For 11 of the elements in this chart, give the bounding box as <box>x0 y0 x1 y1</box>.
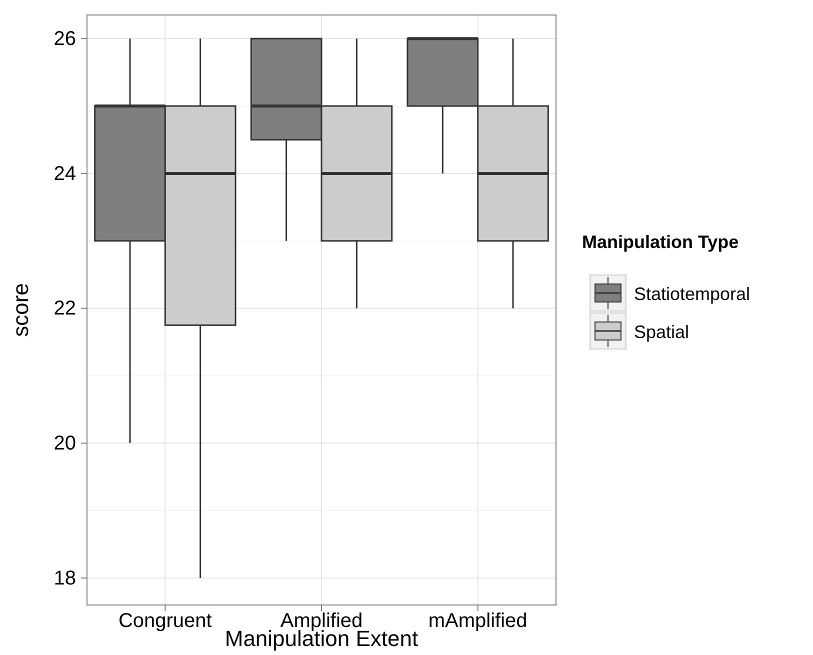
y-axis-title: score <box>8 283 33 337</box>
y-tick-label: 22 <box>54 298 76 320</box>
y-tick-label: 24 <box>54 162 76 185</box>
x-tick-label: Congruent <box>118 610 212 632</box>
legend-title: Manipulation Type <box>582 232 739 252</box>
x-tick-label: mAmplified <box>428 610 528 632</box>
legend-label: Statiotemporal <box>634 284 750 304</box>
y-tick-label: 26 <box>54 28 76 50</box>
y-tick-label: 20 <box>54 432 76 455</box>
y-tick-label: 18 <box>54 567 76 590</box>
legend-label: Spatial <box>634 322 690 342</box>
